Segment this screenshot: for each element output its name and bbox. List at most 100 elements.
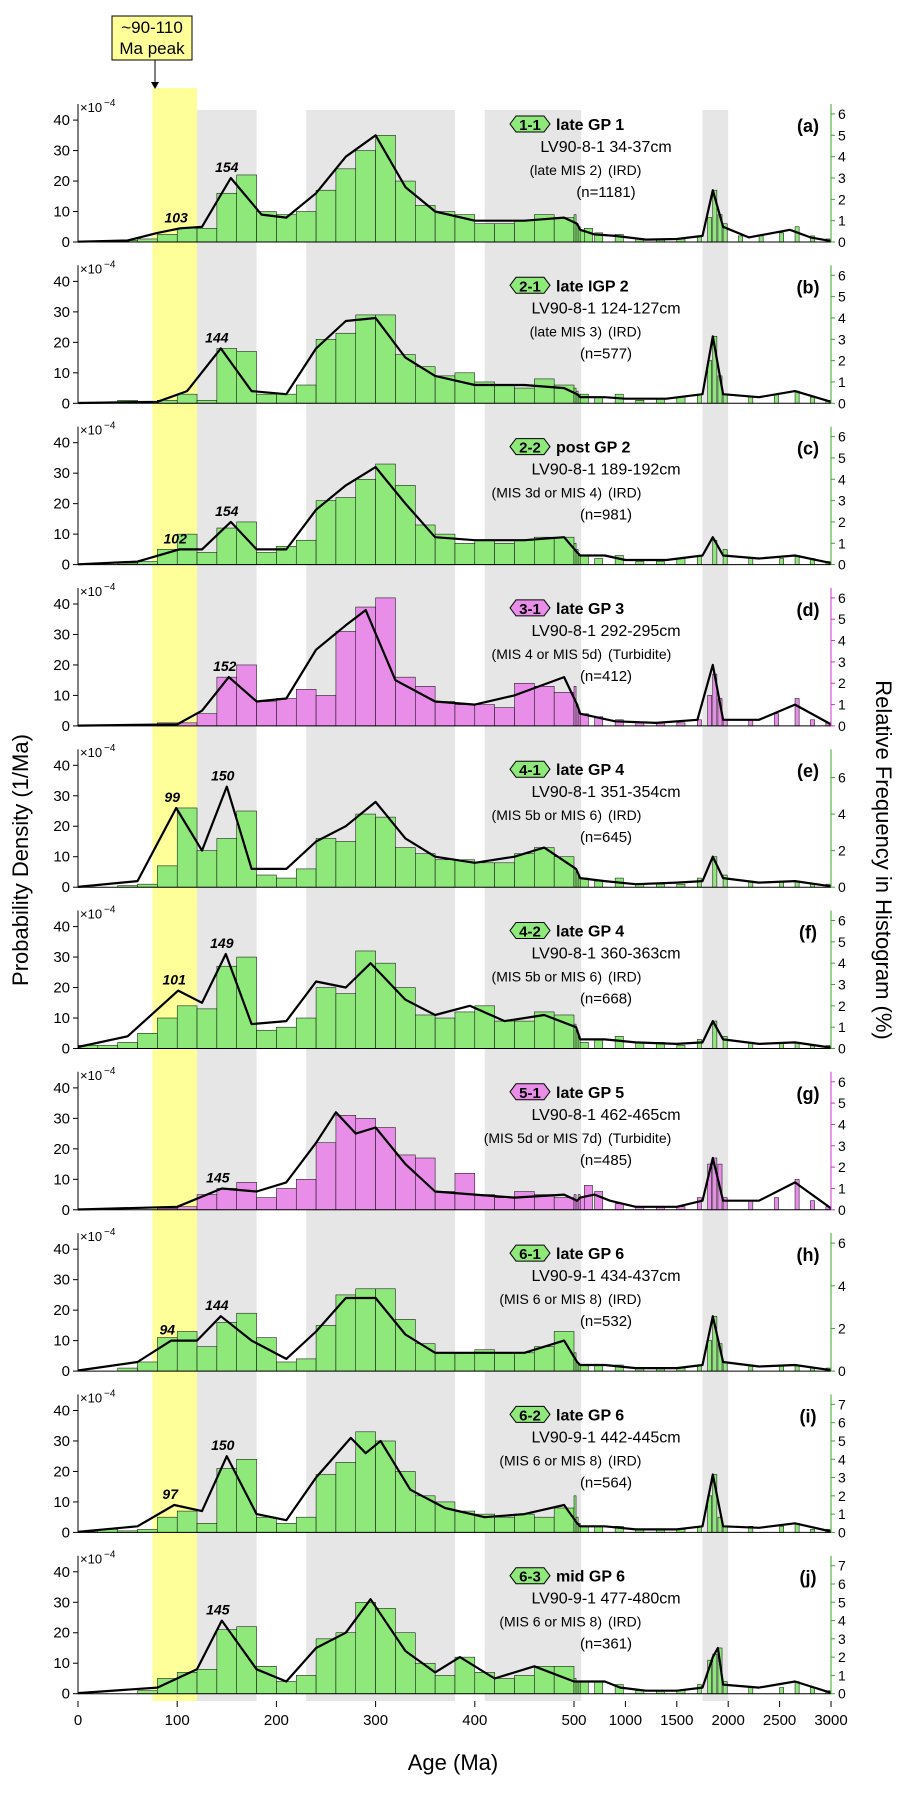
- histogram-bar: [355, 1288, 376, 1372]
- panel-letter: (c): [797, 439, 819, 459]
- histogram-bar: [216, 1629, 237, 1694]
- x-tick-label: 0: [74, 1712, 82, 1729]
- y-tick-label: 0: [62, 1524, 70, 1541]
- histogram-bar: [774, 713, 779, 727]
- peak-label: 150: [211, 768, 235, 784]
- histogram-bar: [415, 853, 436, 888]
- y-tick-label: 40: [53, 273, 70, 290]
- histogram-bar: [514, 1352, 535, 1372]
- histogram-bar: [534, 1516, 555, 1533]
- stage-label: (MIS 6 or MIS 8): [499, 1452, 602, 1468]
- sample-badge: [509, 438, 551, 456]
- highlight-callout-line-1: ~90-110: [121, 18, 183, 37]
- x-tick-label: 2500: [763, 1712, 796, 1729]
- histogram-bar: [415, 524, 436, 565]
- histogram-bar: [514, 1020, 535, 1049]
- x-axis: 0 100 200 300 400 500 1000 1500 2000 2500 3000: [74, 1701, 848, 1729]
- histogram-bar: [494, 707, 515, 727]
- histogram-bar: [216, 676, 237, 727]
- histogram-bar: [748, 396, 754, 404]
- histogram-bar: [534, 1346, 555, 1372]
- panel-e: 0 10 20 30 40 0 2 4 6 ×10 −4 99 150 4-1 late GP 4 LV90-…: [53, 743, 846, 896]
- histogram-bar: [196, 1523, 218, 1533]
- histogram-bar: [395, 485, 416, 565]
- histogram-bar: [494, 223, 515, 243]
- panel-title: late GP 1: [556, 117, 624, 134]
- histogram-bar: [375, 314, 396, 404]
- histogram-bar: [315, 695, 337, 727]
- y-tick-label: 20: [53, 1141, 70, 1158]
- y-tick-label: 10: [53, 1333, 70, 1350]
- stage-label: (late MIS 2): [530, 162, 602, 178]
- histogram-bar: [176, 1510, 198, 1533]
- histogram-bar: [196, 713, 218, 727]
- y-scale-exponent: −4: [104, 743, 116, 754]
- histogram-bar: [295, 689, 317, 727]
- panel-g: 0 10 20 30 40 0 1 2 3 4 5 6 ×10 −4 145 5-1 late GP 5 LV90…: [53, 1066, 846, 1219]
- panel-title: post GP 2: [556, 440, 630, 457]
- y-tick-label: 30: [53, 465, 70, 482]
- material-tag: (IRD): [608, 807, 641, 823]
- sample-badge-label: 5-1: [519, 1085, 541, 1102]
- histogram-bar: [553, 1197, 575, 1211]
- sample-badge-label: 2-2: [519, 440, 541, 457]
- histogram-bar: [434, 1017, 456, 1049]
- density-curve: [77, 316, 832, 405]
- x-tick-label: 300: [363, 1712, 388, 1729]
- sample-count: (n=564): [580, 1474, 632, 1491]
- histogram-bar: [415, 1662, 436, 1694]
- histogram-bar: [196, 552, 218, 565]
- histogram-bar: [335, 168, 357, 243]
- histogram-bar: [176, 1331, 198, 1372]
- histogram-bar: [157, 234, 178, 243]
- histogram-bar: [315, 838, 337, 888]
- y-tick-label: 20: [53, 818, 70, 835]
- peak-label: 150: [211, 1437, 235, 1453]
- histogram-bar: [415, 205, 436, 243]
- highlight-callout-line-2: Ma peak: [119, 39, 185, 58]
- y-tick-label: 20: [53, 1625, 70, 1642]
- histogram-bar: [276, 1361, 297, 1372]
- histogram-bar: [276, 393, 297, 404]
- right-tick-label: 3: [838, 331, 846, 347]
- histogram-bar: [315, 339, 337, 404]
- histogram-bar: [810, 1200, 815, 1211]
- right-tick-label: 6: [838, 769, 846, 785]
- histogram-bar: [494, 1020, 515, 1049]
- y-scale-exponent: −4: [104, 582, 116, 593]
- histogram-bar: [577, 1681, 581, 1694]
- histogram-bar: [494, 862, 515, 888]
- histogram-bar: [176, 1005, 198, 1049]
- histogram-bar: [395, 987, 416, 1049]
- y-scale-label: ×10: [80, 261, 102, 276]
- y-tick-label: 40: [53, 1564, 70, 1581]
- y-tick-label: 40: [53, 112, 70, 129]
- density-curve: [77, 1598, 832, 1695]
- right-tick-label: 0: [838, 1524, 846, 1540]
- histogram-bar: [236, 174, 257, 243]
- right-tick-label: 2: [838, 998, 846, 1014]
- y-tick-label: 10: [53, 1655, 70, 1672]
- histogram-bar: [474, 539, 495, 565]
- right-tick-label: 6: [838, 1415, 846, 1431]
- histogram-bar: [779, 1687, 784, 1694]
- panel-d: 0 10 20 30 40 0 1 2 3 4 5 6 ×10 −4 152 3-1 late GP 3 LV90…: [53, 582, 846, 735]
- sample-count: (n=668): [580, 991, 632, 1008]
- panel-title: late GP 4: [556, 924, 624, 941]
- y-scale-exponent: −4: [104, 259, 116, 270]
- histogram-bar: [474, 862, 495, 888]
- histogram-bar: [276, 1523, 297, 1533]
- y-tick-label: 20: [53, 173, 70, 190]
- right-tick-label: 5: [838, 289, 846, 305]
- peak-label: 99: [164, 789, 180, 805]
- histogram-bar: [794, 698, 800, 727]
- histogram-bar: [454, 1011, 476, 1049]
- y-tick-label: 20: [53, 496, 70, 513]
- y-tick-label: 20: [53, 657, 70, 674]
- histogram-bar: [579, 555, 589, 565]
- y-tick-label: 0: [62, 1363, 70, 1380]
- right-tick-label: 4: [838, 806, 846, 822]
- y-tick-label: 40: [53, 1402, 70, 1419]
- peak-label: 149: [210, 935, 234, 951]
